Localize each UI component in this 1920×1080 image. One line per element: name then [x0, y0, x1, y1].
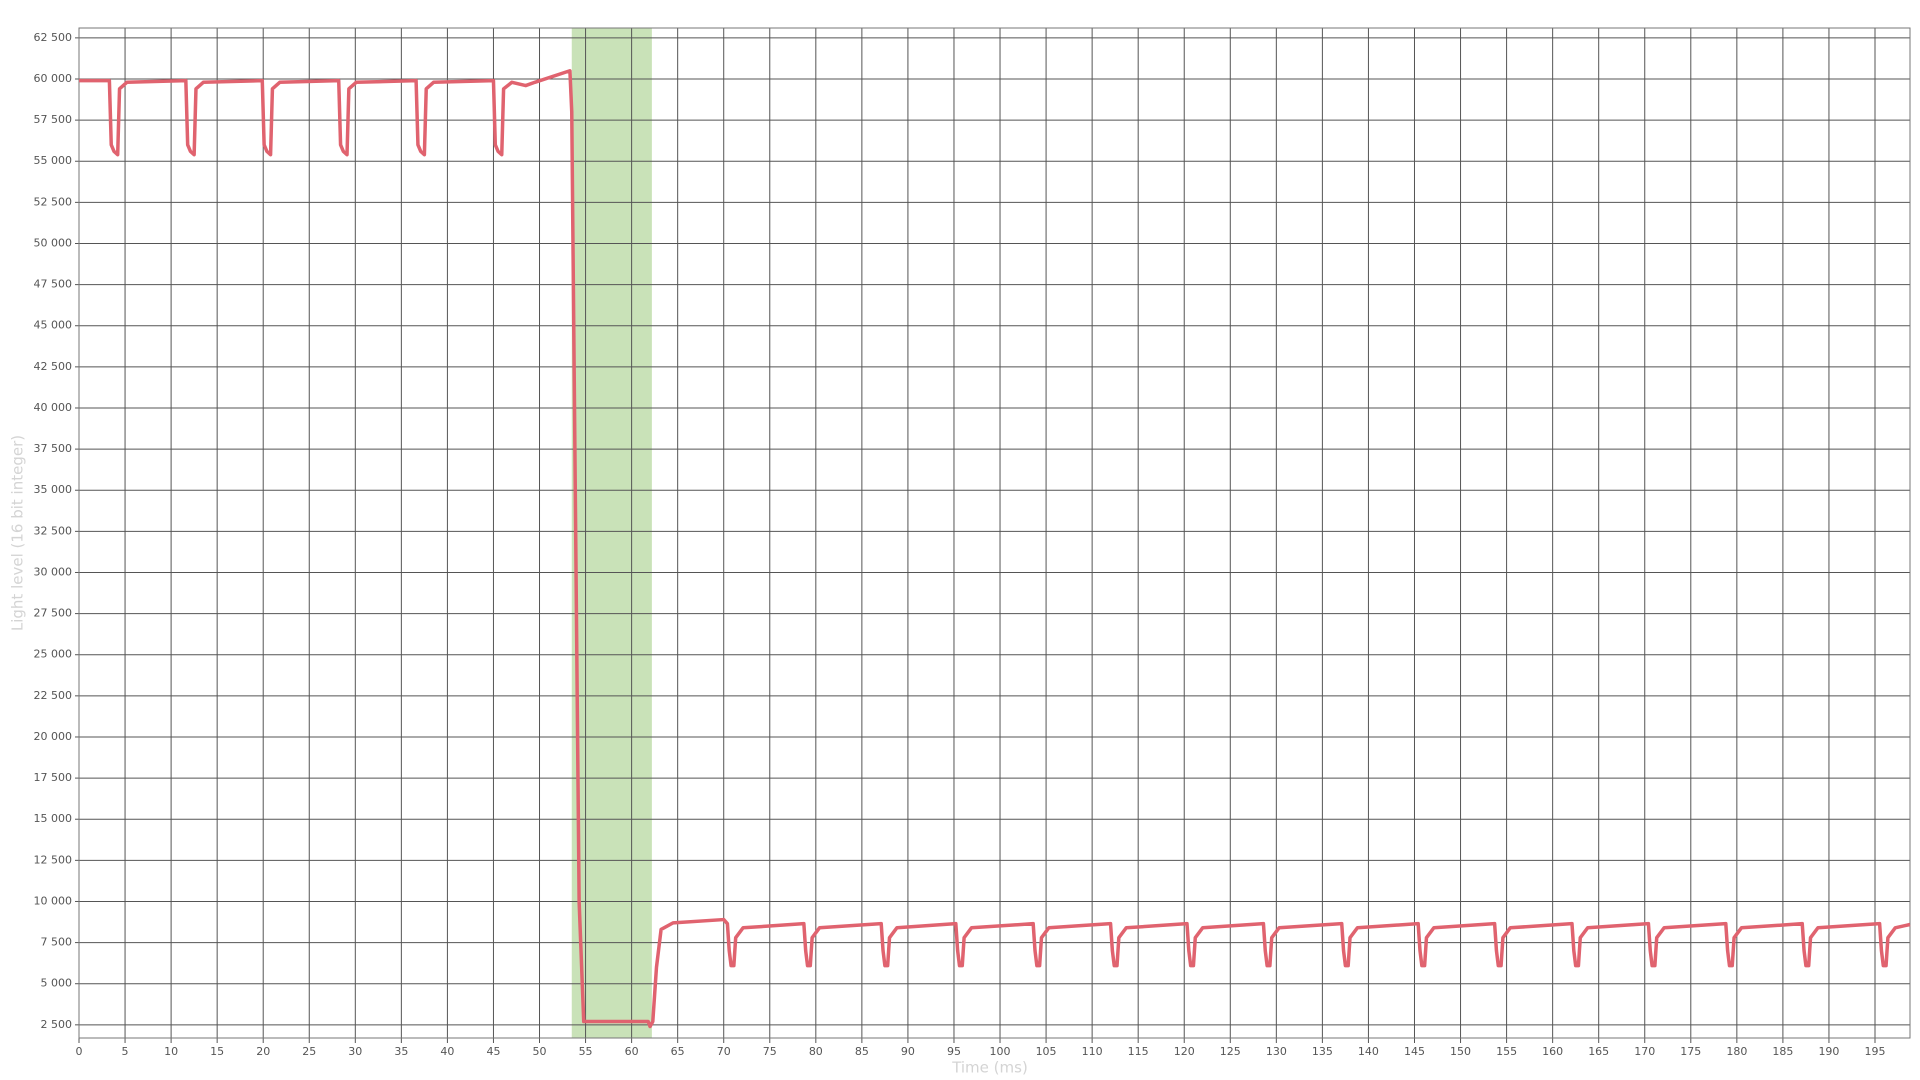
y-tick-label: 2 500 [41, 1018, 73, 1031]
x-tick-label: 165 [1588, 1045, 1609, 1058]
x-tick-label: 55 [579, 1045, 593, 1058]
x-tick-label: 110 [1082, 1045, 1103, 1058]
x-tick-label: 70 [717, 1045, 731, 1058]
y-tick-label: 32 500 [34, 524, 73, 537]
y-tick-label: 45 000 [34, 319, 73, 332]
x-tick-label: 195 [1865, 1045, 1886, 1058]
x-tick-label: 135 [1312, 1045, 1333, 1058]
x-tick-label: 155 [1496, 1045, 1517, 1058]
x-tick-label: 85 [855, 1045, 869, 1058]
x-tick-label: 20 [256, 1045, 270, 1058]
x-tick-label: 65 [671, 1045, 685, 1058]
y-tick-label: 12 500 [34, 853, 73, 866]
y-tick-label: 25 000 [34, 648, 73, 661]
y-tick-label: 57 500 [34, 113, 73, 126]
x-tick-label: 0 [76, 1045, 83, 1058]
y-tick-label: 20 000 [34, 730, 73, 743]
highlight-band [571, 28, 652, 1038]
x-tick-label: 145 [1404, 1045, 1425, 1058]
y-tick-label: 52 500 [34, 195, 73, 208]
y-tick-label: 5 000 [41, 977, 73, 990]
x-tick-label: 170 [1634, 1045, 1655, 1058]
y-tick-label: 47 500 [34, 278, 73, 291]
y-tick-label: 15 000 [34, 812, 73, 825]
x-tick-label: 25 [302, 1045, 316, 1058]
x-tick-label: 5 [122, 1045, 129, 1058]
x-tick-label: 15 [210, 1045, 224, 1058]
y-tick-label: 62 500 [34, 31, 73, 44]
x-tick-label: 10 [164, 1045, 178, 1058]
x-tick-label: 35 [394, 1045, 408, 1058]
y-tick-label: 7 500 [41, 936, 73, 949]
x-tick-label: 75 [763, 1045, 777, 1058]
y-tick-label: 22 500 [34, 689, 73, 702]
x-tick-label: 120 [1174, 1045, 1195, 1058]
x-tick-label: 185 [1772, 1045, 1793, 1058]
x-tick-label: 160 [1542, 1045, 1563, 1058]
x-tick-label: 50 [533, 1045, 547, 1058]
x-tick-label: 175 [1680, 1045, 1701, 1058]
y-tick-label: 60 000 [34, 72, 73, 85]
x-tick-label: 125 [1220, 1045, 1241, 1058]
x-tick-label: 80 [809, 1045, 823, 1058]
plot-area [79, 28, 1910, 1038]
y-tick-label: 50 000 [34, 236, 73, 249]
x-tick-label: 115 [1128, 1045, 1149, 1058]
y-tick-label: 27 500 [34, 607, 73, 620]
y-tick-label: 17 500 [34, 771, 73, 784]
y-tick-label: 40 000 [34, 401, 73, 414]
x-tick-label: 180 [1726, 1045, 1747, 1058]
x-tick-label: 190 [1818, 1045, 1839, 1058]
x-tick-label: 150 [1450, 1045, 1471, 1058]
x-tick-label: 45 [486, 1045, 500, 1058]
x-tick-label: 60 [625, 1045, 639, 1058]
y-tick-label: 37 500 [34, 442, 73, 455]
x-tick-label: 100 [990, 1045, 1011, 1058]
y-axis-title: Light level (16 bit integer) [9, 435, 27, 631]
y-tick-label: 30 000 [34, 565, 73, 578]
x-tick-label: 140 [1358, 1045, 1379, 1058]
plot-border [78, 27, 1911, 1039]
x-tick-label: 30 [348, 1045, 362, 1058]
x-tick-label: 95 [947, 1045, 961, 1058]
x-tick-label: 90 [901, 1045, 915, 1058]
x-axis-title: Time (ms) [951, 1059, 1028, 1077]
data-line [79, 69, 1911, 1029]
y-tick-label: 55 000 [34, 154, 73, 167]
y-tick-label: 10 000 [34, 894, 73, 907]
x-tick-label: 130 [1266, 1045, 1287, 1058]
x-tick-label: 40 [440, 1045, 454, 1058]
y-tick-label: 35 000 [34, 483, 73, 496]
y-tick-label: 42 500 [34, 360, 73, 373]
x-tick-label: 105 [1036, 1045, 1057, 1058]
